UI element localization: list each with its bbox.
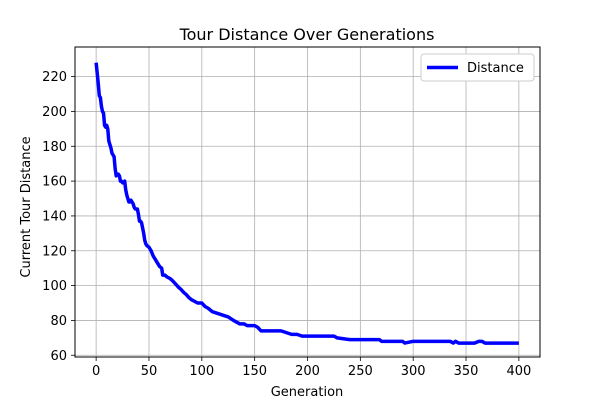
x-axis-ticks: 0 50 100 150 200 250 300 350 400: [92, 357, 531, 379]
x-tick-label: 250: [348, 364, 373, 379]
x-tick-label: 200: [295, 364, 320, 379]
x-tick-label: 150: [242, 364, 267, 379]
y-tick-label: 220: [42, 70, 67, 85]
x-tick-label: 300: [401, 364, 426, 379]
y-axis-label: Current Tour Distance: [19, 136, 34, 277]
legend: Distance: [420, 53, 535, 82]
y-tick-label: 160: [42, 175, 67, 190]
chart-title: Tour Distance Over Generations: [179, 25, 435, 44]
series-layer: [94, 62, 519, 345]
x-axis-label: Generation: [271, 385, 344, 400]
x-tick-label: 400: [506, 364, 531, 379]
y-tick-label: 100: [42, 279, 67, 294]
y-tick-label: 80: [50, 314, 67, 329]
y-tick-label: 180: [42, 140, 67, 155]
y-tick-label: 200: [42, 105, 67, 120]
grid: [75, 47, 540, 357]
x-tick-label: 0: [92, 364, 100, 379]
y-tick-label: 120: [42, 244, 67, 259]
series-line-distance: [94, 62, 519, 345]
y-axis-ticks: 60 80 100 120 140 160 180 200 220: [42, 70, 75, 364]
x-tick-label: 350: [454, 364, 479, 379]
legend-label-distance: Distance: [467, 61, 524, 76]
x-tick-label: 100: [189, 364, 214, 379]
y-tick-label: 60: [50, 349, 67, 364]
legend-box: [420, 53, 535, 82]
x-tick-label: 50: [141, 364, 158, 379]
y-tick-label: 140: [42, 209, 67, 224]
